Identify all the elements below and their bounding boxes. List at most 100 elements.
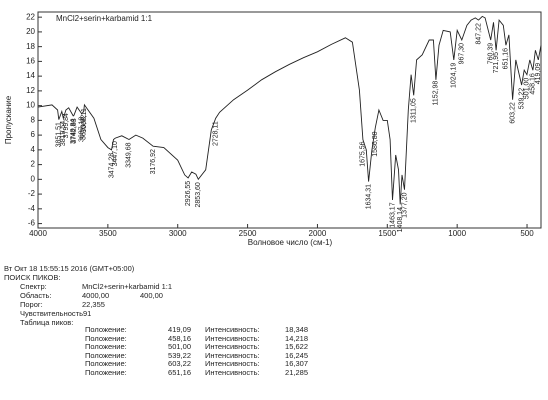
y-tick-label: 8 bbox=[31, 115, 36, 124]
y-axis-label: Пропускание bbox=[4, 95, 13, 144]
y-tick-label: 16 bbox=[26, 57, 35, 66]
peak-label: 1586,80 bbox=[372, 131, 379, 156]
y-tick-label: -4 bbox=[28, 204, 36, 213]
x-tick-label: 4000 bbox=[29, 229, 47, 238]
cell-label: Интенсивность: bbox=[205, 359, 260, 369]
cell-label: Положение: bbox=[85, 342, 127, 352]
y-tick-label: 18 bbox=[26, 42, 35, 51]
peak-label: 1408,14 bbox=[397, 207, 404, 232]
peak-label: 3447,10 bbox=[112, 141, 119, 166]
y-tick-label: -2 bbox=[28, 189, 36, 198]
field-value: 400,00 bbox=[140, 291, 163, 300]
peak-label: 3668,11 bbox=[81, 108, 88, 133]
peak-label: 1311,05 bbox=[411, 98, 418, 123]
peak-label: 721,95 bbox=[493, 52, 500, 74]
y-tick-label: 6 bbox=[31, 130, 36, 139]
y-tick-label: 0 bbox=[31, 174, 36, 183]
x-tick-label: 1500 bbox=[378, 229, 396, 238]
field-label: Чувствительность bbox=[20, 309, 83, 318]
peak-label: 539,22 bbox=[518, 88, 525, 110]
cell-label: Интенсивность: bbox=[205, 350, 260, 360]
y-tick-label: 14 bbox=[26, 71, 35, 80]
x-tick-label: 3000 bbox=[169, 229, 187, 238]
peak-label: 3799,84 bbox=[63, 113, 70, 138]
y-tick-label: 20 bbox=[26, 27, 35, 36]
field-label: Спектр: bbox=[20, 282, 47, 291]
peak-label: 2926,55 bbox=[185, 181, 192, 206]
cell-value: 458,16 bbox=[168, 333, 191, 343]
cell-label: Положение: bbox=[85, 325, 127, 334]
peak-label: 967,30 bbox=[459, 43, 466, 65]
field-value: 91 bbox=[83, 309, 92, 318]
peak-label: 3742,83 bbox=[71, 118, 78, 143]
field-label: Область: bbox=[20, 291, 52, 300]
peak-label: 603,22 bbox=[509, 102, 516, 124]
peak-label: 760,39 bbox=[487, 43, 494, 65]
peak-label: 1675,56 bbox=[360, 141, 367, 166]
y-tick-label: 4 bbox=[31, 145, 36, 154]
cell-value: 16,245 bbox=[285, 350, 308, 360]
peak-label: 3474,28 bbox=[108, 153, 115, 178]
peak-label: 458,16 bbox=[530, 73, 537, 95]
cell-label: Интенсивность: bbox=[205, 342, 260, 352]
cell-value: 16,307 bbox=[285, 359, 308, 369]
chart: MnCl2+serin+karbamid 1:1 Волновое число … bbox=[4, 11, 542, 247]
y-tick-label: 2 bbox=[31, 160, 36, 169]
field-value: 22,355 bbox=[82, 300, 105, 309]
peak-label: 1024,19 bbox=[451, 63, 458, 88]
peak-label: 2728,11 bbox=[213, 121, 220, 146]
peak-label: 3748,84 bbox=[70, 119, 77, 144]
cell-value: 419,09 bbox=[168, 325, 191, 334]
cell-value: 539,22 bbox=[168, 350, 191, 360]
peak-label: 3349,68 bbox=[126, 142, 133, 167]
field-label: Порог: bbox=[20, 300, 43, 309]
cell-label: Интенсивность: bbox=[205, 333, 260, 343]
annotation: MnCl2+serin+karbamid 1:1 bbox=[56, 14, 153, 23]
peak-label: 1463,17 bbox=[389, 202, 396, 227]
cell-value: 501,00 bbox=[168, 342, 191, 352]
cell-label: Положение: bbox=[85, 350, 127, 360]
cell-label: Интенсивность: bbox=[205, 368, 260, 377]
report: Вт Окт 18 15:55:15 2016 (GMT+05:00) ПОИСК… bbox=[0, 240, 548, 400]
cell-value: 603,22 bbox=[168, 359, 191, 369]
cell-value: 21,285 bbox=[285, 368, 308, 377]
field-value: MnCl2+serin+karbamid 1:1 bbox=[82, 282, 173, 291]
peak-label: 1634,31 bbox=[365, 184, 372, 209]
peak-label: 2853,60 bbox=[195, 182, 202, 207]
x-tick-label: 500 bbox=[520, 229, 534, 238]
cell-value: 14,218 bbox=[285, 333, 308, 343]
y-tick-label: 10 bbox=[26, 101, 35, 110]
y-tick-label: 22 bbox=[26, 12, 35, 21]
peak-label: 847,22 bbox=[475, 23, 482, 45]
peak-label: 3673,92 bbox=[80, 115, 87, 140]
peak-label: 3176,92 bbox=[150, 149, 157, 174]
peak-label: 3819,54 bbox=[60, 121, 67, 146]
cell-value: 18,348 bbox=[285, 325, 308, 334]
peak-label: 1152,98 bbox=[433, 81, 440, 106]
peak-label: 3687,18 bbox=[79, 117, 86, 142]
y-tick-label: -6 bbox=[28, 219, 36, 228]
x-tick-label: 3500 bbox=[99, 229, 117, 238]
peak-label: 419,09 bbox=[535, 63, 542, 85]
cell-value: 651,16 bbox=[168, 368, 191, 377]
peak-label: 651,16 bbox=[503, 48, 510, 70]
cell-label: Интенсивность: bbox=[205, 325, 260, 334]
table-title: Таблица пиков: bbox=[20, 318, 74, 327]
peak-label: 1377,20 bbox=[401, 192, 408, 217]
heading: ПОИСК ПИКОВ: bbox=[4, 273, 61, 282]
peak-label: 501,00 bbox=[524, 78, 531, 100]
cell-label: Положение: bbox=[85, 359, 127, 369]
cell-label: Положение: bbox=[85, 333, 127, 343]
x-tick-label: 2500 bbox=[239, 229, 257, 238]
cell-label: Положение: bbox=[85, 368, 127, 377]
x-tick-label: 1000 bbox=[448, 229, 466, 238]
peak-label: 3851,51 bbox=[56, 122, 63, 147]
field-value: 4000,00 bbox=[82, 291, 110, 300]
y-tick-label: 12 bbox=[26, 86, 35, 95]
x-tick-label: 2000 bbox=[309, 229, 327, 238]
spectrum-line bbox=[37, 15, 542, 205]
x-axis-label: Волновое число (см-1) bbox=[248, 238, 333, 247]
timestamp: Вт Окт 18 15:55:15 2016 (GMT+05:00) bbox=[4, 264, 135, 273]
cell-value: 15,622 bbox=[285, 342, 308, 352]
